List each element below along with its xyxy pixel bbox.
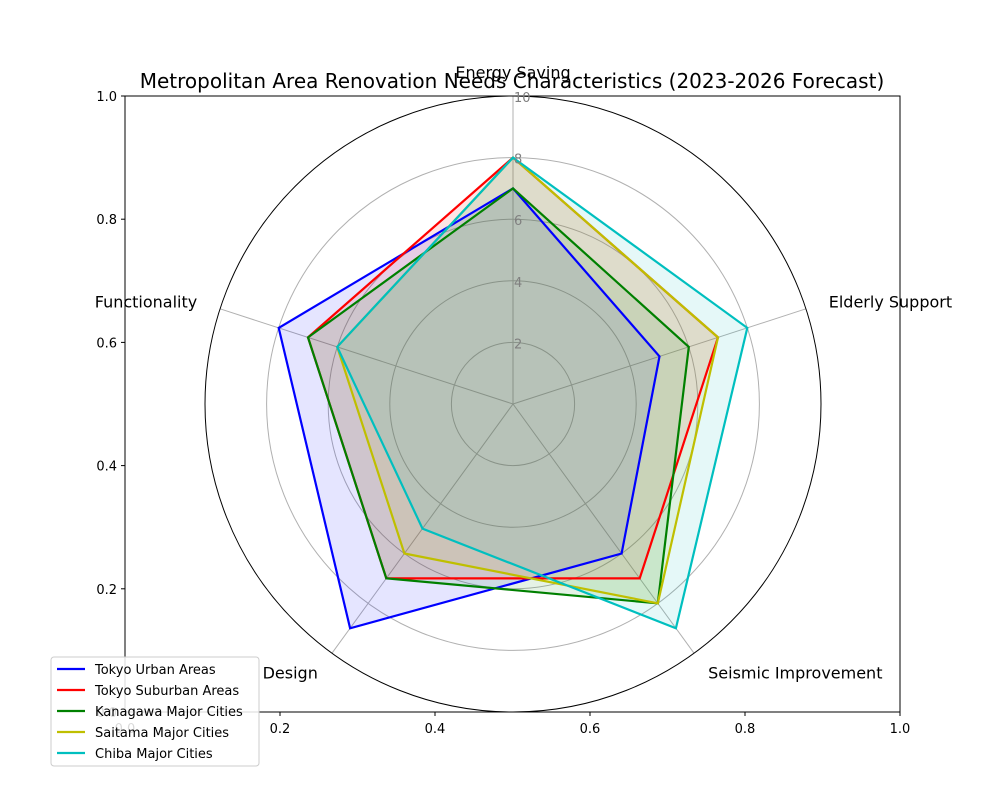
series-layer	[277, 156, 749, 630]
y-tick-label: 0.6	[96, 336, 117, 351]
grid-spoke	[512, 403, 695, 654]
polar-outer-circle	[204, 95, 822, 713]
x-tick-label: 1.0	[890, 722, 911, 737]
x-tick-label: 0.6	[580, 722, 601, 737]
category-label: Functionality	[95, 292, 198, 311]
x-tick-label: 0.2	[270, 722, 291, 737]
category-label: Elderly Support	[829, 292, 952, 311]
x-tick-label: 0.4	[425, 722, 446, 737]
category-labels: Energy Saving Elderly Support Seismic Impr…	[95, 63, 952, 683]
legend-label: Saitama Major Cities	[95, 726, 229, 741]
series-fill	[337, 157, 748, 629]
y-tick-label: 0.4	[96, 460, 117, 475]
series-fill	[337, 157, 718, 604]
legend-label: Tokyo Suburban Areas	[94, 684, 239, 699]
y-tick-label: 0.2	[96, 583, 117, 598]
legend-label: Tokyo Urban Areas	[94, 663, 216, 678]
y-tick-label: 0.8	[96, 213, 117, 228]
series-fill	[308, 188, 689, 604]
category-label: Seismic Improvement	[708, 664, 882, 683]
series-line	[277, 186, 661, 630]
cartesian-ticks: 0.00.20.40.60.81.00.00.20.40.60.81.0	[96, 90, 910, 737]
chart-title: Metropolitan Area Renovation Needs Chara…	[140, 69, 885, 93]
legend-label: Chiba Major Cities	[95, 747, 213, 762]
radial-tick-label: 4	[514, 276, 522, 291]
radial-tick-label: 10	[514, 91, 531, 106]
legend-box	[50, 656, 260, 767]
radial-tick-label: 8	[514, 153, 522, 168]
grid-spoke	[219, 308, 514, 405]
y-tick-label: 1.0	[96, 90, 117, 105]
radial-tick-label: 6	[514, 214, 522, 229]
legend: Tokyo Urban Areas Tokyo Suburban Areas Kan…	[50, 656, 260, 767]
legend-label: Kanagawa Major Cities	[95, 705, 243, 720]
series-fill	[278, 188, 660, 629]
x-tick-label: 0.8	[735, 722, 756, 737]
series-line	[335, 156, 749, 630]
series-line	[306, 186, 690, 605]
category-label: Design	[263, 664, 318, 683]
radial-tick-label: 2	[514, 337, 522, 352]
radial-ticks: 2 4 6 8 10	[514, 91, 531, 352]
category-label: Energy Saving	[455, 63, 570, 82]
